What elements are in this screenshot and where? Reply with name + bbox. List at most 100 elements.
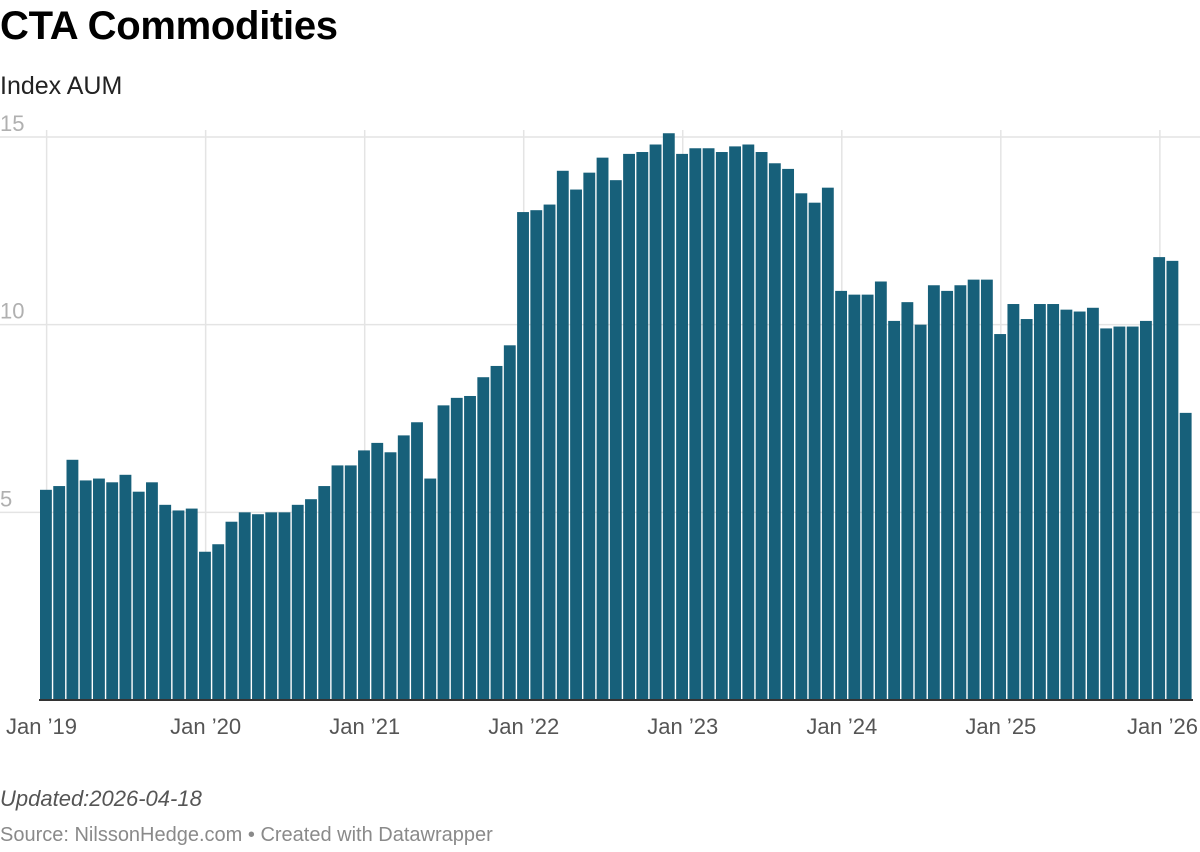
bar (676, 153, 688, 700)
bar (1139, 320, 1152, 700)
bar (397, 435, 410, 700)
bar (530, 210, 543, 700)
bar (517, 212, 529, 701)
bar (570, 189, 582, 700)
bar (291, 504, 304, 700)
bar (1126, 326, 1139, 700)
bar (146, 482, 158, 700)
bar (450, 397, 463, 700)
bar (808, 202, 821, 700)
bar (1033, 304, 1046, 700)
bar (662, 133, 675, 700)
bar (715, 152, 728, 701)
bar (278, 512, 291, 700)
bar (358, 450, 370, 700)
bar (1179, 412, 1192, 700)
bar (954, 285, 967, 700)
bar (874, 281, 887, 700)
bar (623, 153, 635, 700)
bar (132, 491, 145, 700)
x-tick-label: Jan ’20 (170, 714, 241, 739)
bar (636, 152, 649, 701)
bar (185, 508, 198, 700)
chart-title: CTA Commodities (0, 4, 338, 48)
bar (212, 544, 225, 700)
bar (980, 279, 993, 700)
bar (106, 482, 119, 700)
bar (384, 452, 397, 700)
bar (464, 395, 476, 700)
bar (1153, 257, 1166, 700)
y-tick-label: 10 (0, 299, 24, 324)
bar (994, 334, 1007, 700)
bar (1060, 309, 1073, 700)
bar (702, 148, 715, 700)
bar (252, 514, 264, 700)
bar (543, 204, 556, 700)
bar (477, 377, 490, 700)
bar (1020, 319, 1033, 700)
bar (583, 172, 596, 700)
bar (967, 279, 980, 700)
bar (609, 180, 622, 700)
x-tick-label: Jan ’25 (965, 714, 1036, 739)
bar (1100, 328, 1113, 700)
bar (848, 294, 861, 700)
bar (556, 170, 569, 700)
chart-subtitle: Index AUM (0, 72, 123, 100)
x-tick-label: Jan ’19 (6, 714, 77, 739)
bar (331, 465, 344, 700)
x-axis-labels: Jan ’19 Jan ’20 Jan ’21 Jan ’22 Jan ’23 Jan ’… (6, 714, 1198, 739)
y-axis-labels: 5 10 15 (0, 111, 24, 511)
bar (1073, 311, 1086, 700)
bar (265, 512, 278, 700)
bar (159, 504, 172, 700)
bar (503, 345, 516, 700)
bar (941, 290, 954, 700)
bar (1113, 326, 1126, 700)
bar (901, 302, 914, 700)
bar (782, 168, 795, 701)
y-tick-label: 15 (0, 111, 24, 136)
x-tick-label: Jan ’24 (806, 714, 877, 739)
bar (490, 365, 503, 700)
bar (927, 285, 940, 700)
bar (1047, 304, 1060, 700)
bar (411, 422, 423, 700)
bar (119, 474, 132, 700)
bar (768, 163, 781, 701)
bar (238, 512, 251, 700)
bar (795, 193, 808, 701)
bar (40, 489, 52, 700)
x-tick-label: Jan ’22 (488, 714, 559, 739)
bar (79, 480, 92, 700)
bar (172, 510, 185, 700)
bar (371, 442, 384, 700)
bar (1166, 260, 1179, 700)
bar (649, 144, 662, 701)
bar (437, 405, 450, 700)
chart-notes: Updated:2026-04-18 (0, 786, 202, 811)
bar (914, 324, 927, 700)
bar (318, 486, 331, 700)
bars (40, 133, 1192, 701)
chart-source: Source: NilssonHedge.com • Created with … (0, 824, 493, 846)
x-tick-label: Jan ’23 (647, 714, 718, 739)
bar (861, 294, 874, 700)
bar (742, 144, 755, 701)
y-tick-label: 5 (0, 486, 12, 511)
bar (1007, 304, 1020, 700)
bar (344, 465, 357, 700)
bar (1086, 307, 1099, 700)
bar (821, 187, 834, 701)
bar (755, 152, 768, 701)
bar (66, 459, 79, 700)
x-tick-label: Jan ’21 (329, 714, 400, 739)
bar (729, 146, 742, 701)
bar (888, 320, 901, 700)
bar (199, 551, 211, 700)
bar (835, 290, 848, 700)
bar (424, 478, 437, 700)
bar (225, 521, 238, 700)
bar (305, 499, 317, 700)
